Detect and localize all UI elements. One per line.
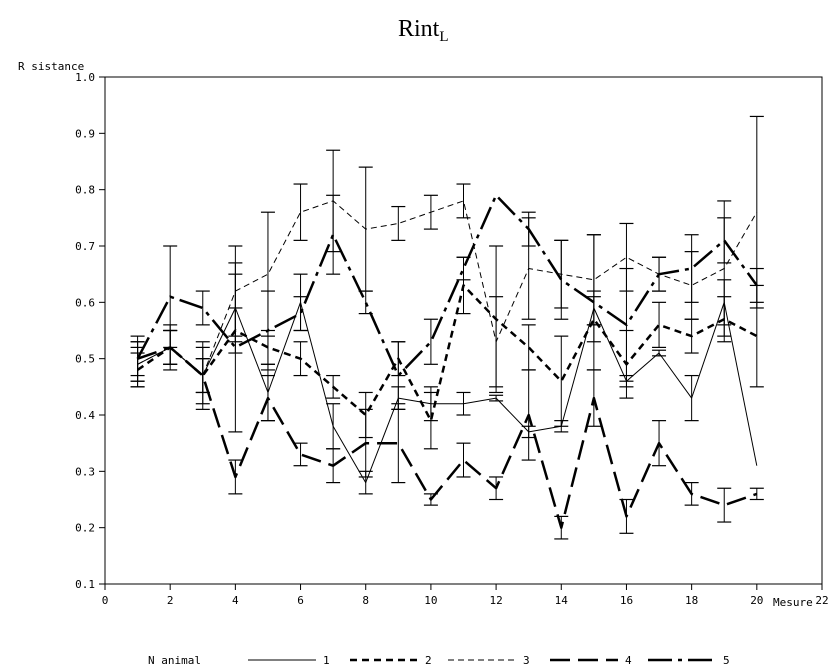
series-5 bbox=[130, 194, 764, 433]
x-tick-label: 20 bbox=[750, 594, 763, 607]
x-tick-label: 12 bbox=[489, 594, 502, 607]
series-line-4 bbox=[137, 346, 758, 529]
y-tick-label: 1.0 bbox=[75, 71, 95, 84]
y-tick-label: 0.4 bbox=[75, 409, 95, 422]
x-tick-label: 4 bbox=[232, 594, 239, 607]
legend-label-5: 5 bbox=[723, 654, 730, 667]
series-3 bbox=[130, 115, 764, 394]
legend-title: N animal bbox=[148, 654, 201, 667]
y-tick-label: 0.2 bbox=[75, 522, 95, 535]
y-tick-label: 0.5 bbox=[75, 353, 95, 366]
x-tick-label: 10 bbox=[424, 594, 437, 607]
x-tick-label: 6 bbox=[297, 594, 304, 607]
x-tick-label: 18 bbox=[685, 594, 698, 607]
legend-label-4: 4 bbox=[625, 654, 632, 667]
y-tick-label: 0.9 bbox=[75, 127, 95, 140]
x-tick-label: 22 bbox=[815, 594, 828, 607]
legend: N animal 1 2 3 4 5 bbox=[148, 654, 730, 667]
series-4 bbox=[130, 329, 764, 540]
x-tick-label: 8 bbox=[362, 594, 369, 607]
y-tick-label: 0.8 bbox=[75, 184, 95, 197]
series-line-5 bbox=[136, 194, 758, 377]
legend-label-2: 2 bbox=[425, 654, 432, 667]
x-tick-label: 0 bbox=[102, 594, 109, 607]
series-line-3 bbox=[137, 200, 758, 377]
series-line-1 bbox=[137, 301, 758, 484]
y-tick-label: 0.6 bbox=[75, 296, 95, 309]
series-layer bbox=[130, 115, 764, 540]
legend-label-3: 3 bbox=[523, 654, 530, 667]
x-tick-label: 16 bbox=[620, 594, 633, 607]
y-axis-label: R sistance bbox=[18, 60, 84, 73]
plot-frame bbox=[104, 76, 823, 585]
x-tick-label: 2 bbox=[167, 594, 174, 607]
y-tick-label: 0.3 bbox=[75, 465, 95, 478]
series-line-2 bbox=[136, 284, 758, 422]
x-tick-label: 14 bbox=[555, 594, 569, 607]
y-tick-label: 0.1 bbox=[75, 578, 95, 591]
y-tick-label: 0.7 bbox=[75, 240, 95, 253]
axis-ticks: 0 2 4 6 8 10 12 14 16 18 20 22 0.1 0.2 0.3 0.4 0.5 0.6 0.7… bbox=[75, 71, 829, 607]
legend-label-1: 1 bbox=[323, 654, 330, 667]
series-1 bbox=[130, 273, 758, 495]
x-axis-label: Mesure bbox=[773, 596, 813, 609]
chart-title: RintL bbox=[398, 16, 449, 45]
series-2 bbox=[130, 245, 764, 450]
